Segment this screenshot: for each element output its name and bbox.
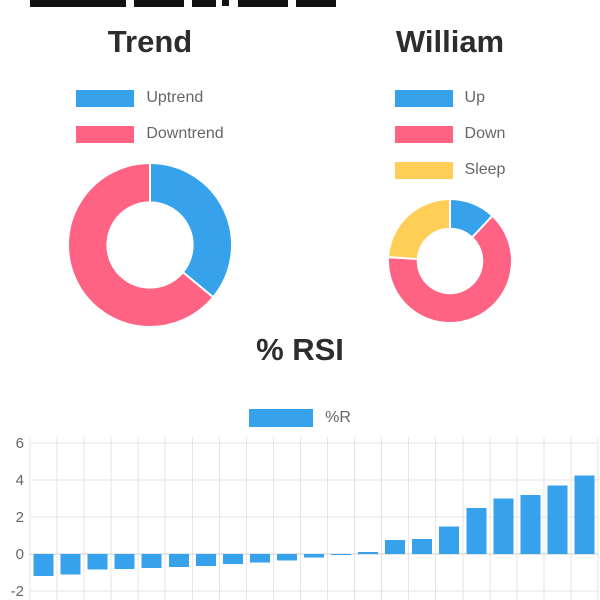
donut-charts-row: Trend Uptrend Downtrend William bbox=[0, 22, 600, 335]
rsi-chart-title: % RSI bbox=[256, 332, 344, 367]
cutoff-title-fragment bbox=[296, 0, 336, 7]
rsi-legend: %R bbox=[249, 400, 351, 436]
up-legend-label: Up bbox=[464, 89, 485, 106]
william-chart-title: William bbox=[395, 24, 505, 59]
trend-legend-item-downtrend[interactable]: Downtrend bbox=[76, 125, 224, 143]
cutoff-title bbox=[0, 0, 600, 9]
down-legend-label: Down bbox=[464, 125, 506, 142]
svg-text:0: 0 bbox=[16, 546, 24, 563]
rsi-bar-chart[interactable]: 6 4 2 0 -2 bbox=[0, 435, 600, 600]
trend-chart-section: Trend Uptrend Downtrend bbox=[0, 22, 300, 335]
william-legend-item-up[interactable]: Up bbox=[394, 89, 485, 107]
sleep-legend-label: Sleep bbox=[464, 161, 506, 178]
percent-r-legend-label: %R bbox=[325, 409, 351, 426]
uptrend-color-swatch bbox=[76, 89, 135, 107]
trend-legend: Uptrend Downtrend bbox=[76, 80, 224, 152]
william-doughnut-chart[interactable] bbox=[385, 196, 515, 326]
william-legend-item-sleep[interactable]: Sleep bbox=[394, 161, 506, 179]
rsi-chart-section: % RSI %R bbox=[0, 330, 600, 436]
down-color-swatch bbox=[394, 125, 453, 143]
downtrend-legend-label: Downtrend bbox=[146, 125, 224, 142]
trend-doughnut-chart[interactable] bbox=[65, 160, 235, 330]
downtrend-color-swatch bbox=[76, 125, 135, 143]
cutoff-title-fragment bbox=[238, 0, 288, 7]
up-color-swatch bbox=[394, 89, 453, 107]
rsi-legend-item-percent-r[interactable]: %R bbox=[249, 409, 351, 427]
cutoff-title-fragment bbox=[134, 0, 184, 7]
william-chart-section: William Up Down Sleep bbox=[300, 22, 600, 335]
william-legend-item-down[interactable]: Down bbox=[394, 125, 506, 143]
percent-r-color-swatch bbox=[249, 409, 314, 427]
uptrend-legend-label: Uptrend bbox=[146, 89, 204, 106]
sleep-color-swatch bbox=[394, 161, 453, 179]
trend-legend-item-uptrend[interactable]: Uptrend bbox=[76, 89, 203, 107]
svg-text:-2: -2 bbox=[11, 583, 24, 600]
cutoff-title-fragment bbox=[192, 0, 216, 7]
cutoff-title-fragment bbox=[222, 0, 229, 6]
svg-text:6: 6 bbox=[16, 435, 24, 452]
william-legend: Up Down Sleep bbox=[394, 80, 506, 188]
svg-text:2: 2 bbox=[16, 509, 24, 526]
cutoff-title-fragment bbox=[30, 0, 126, 7]
svg-text:4: 4 bbox=[16, 472, 24, 489]
trend-chart-title: Trend bbox=[107, 24, 193, 59]
trend-doughnut-wrap bbox=[65, 160, 235, 335]
william-doughnut-wrap bbox=[385, 196, 515, 331]
